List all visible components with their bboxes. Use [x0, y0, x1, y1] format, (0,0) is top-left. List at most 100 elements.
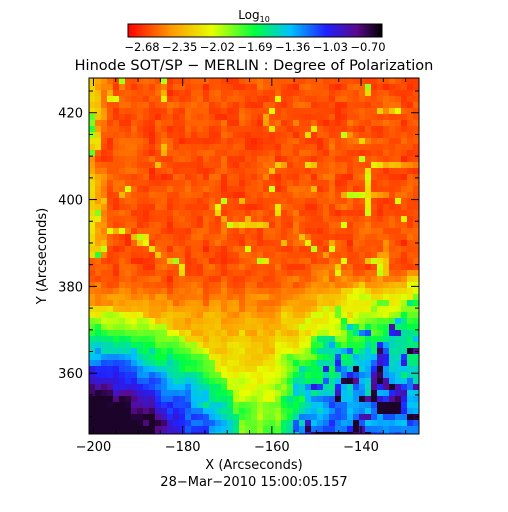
heatmap-cell: [143, 120, 150, 127]
heatmap-cell: [197, 378, 204, 385]
heatmap-cell: [311, 234, 318, 241]
heatmap-cell: [143, 276, 150, 283]
heatmap-cell: [203, 234, 210, 241]
heatmap-cell: [89, 312, 96, 319]
heatmap-cell: [125, 162, 132, 169]
heatmap-cell: [119, 276, 126, 283]
heatmap-cell: [119, 114, 126, 121]
heatmap-cell: [185, 174, 192, 181]
heatmap-cell: [221, 126, 228, 133]
heatmap-cell: [89, 180, 96, 187]
heatmap-cell: [317, 90, 324, 97]
heatmap-cell: [143, 132, 150, 139]
heatmap-cell: [107, 348, 114, 355]
heatmap-cell: [371, 138, 378, 145]
heatmap-cell: [173, 240, 180, 247]
heatmap-cell: [185, 102, 192, 109]
heatmap-cell: [101, 96, 108, 103]
heatmap-cell: [269, 396, 276, 403]
heatmap-cell: [269, 132, 276, 139]
heatmap-cell: [95, 402, 102, 409]
heatmap-cell: [251, 306, 258, 313]
heatmap-cell: [359, 102, 366, 109]
heatmap-cell: [131, 210, 138, 217]
heatmap-cell: [95, 312, 102, 319]
heatmap-cell: [107, 318, 114, 325]
heatmap-cell: [107, 264, 114, 271]
heatmap-cell: [125, 144, 132, 151]
heatmap-cell: [359, 198, 366, 205]
heatmap-cell: [269, 144, 276, 151]
heatmap-cell: [401, 402, 408, 409]
heatmap-cell: [149, 414, 156, 421]
heatmap-cell: [107, 162, 114, 169]
heatmap-cell: [95, 150, 102, 157]
heatmap-cell: [341, 366, 348, 373]
heatmap-cell: [377, 348, 384, 355]
heatmap-cell: [359, 312, 366, 319]
heatmap-cell: [413, 324, 419, 331]
heatmap-cell: [197, 96, 204, 103]
heatmap-cell: [95, 348, 102, 355]
heatmap-cell: [143, 150, 150, 157]
heatmap-cell: [245, 384, 252, 391]
heatmap-cell: [125, 120, 132, 127]
heatmap-cell: [131, 222, 138, 229]
heatmap-cell: [293, 294, 300, 301]
heatmap-cell: [131, 246, 138, 253]
heatmap-cell: [383, 312, 390, 319]
heatmap-cell: [311, 408, 318, 415]
heatmap-cell: [155, 234, 162, 241]
heatmap-cell: [95, 330, 102, 337]
heatmap-cell: [167, 294, 174, 301]
heatmap-cell: [221, 180, 228, 187]
heatmap-cell: [389, 390, 396, 397]
heatmap-cell: [149, 150, 156, 157]
heatmap-cell: [257, 222, 264, 229]
heatmap-cell: [131, 252, 138, 259]
heatmap-cell: [359, 300, 366, 307]
heatmap-cell: [101, 378, 108, 385]
heatmap-cell: [377, 324, 384, 331]
heatmap-cell: [227, 240, 234, 247]
heatmap-cell: [215, 372, 222, 379]
heatmap-cell: [371, 180, 378, 187]
heatmap-cell: [281, 258, 288, 265]
heatmap-cell: [239, 402, 246, 409]
heatmap-cell: [269, 168, 276, 175]
heatmap-cell: [167, 378, 174, 385]
heatmap-cell: [221, 90, 228, 97]
heatmap-cell: [245, 240, 252, 247]
heatmap-cell: [101, 390, 108, 397]
heatmap-cell: [263, 414, 270, 421]
heatmap-cell: [185, 144, 192, 151]
heatmap-cell: [131, 96, 138, 103]
heatmap-cell: [251, 150, 258, 157]
heatmap-cell: [395, 312, 402, 319]
heatmap-cell: [281, 414, 288, 421]
heatmap-cell: [227, 348, 234, 355]
heatmap-cell: [239, 114, 246, 121]
heatmap-cell: [287, 210, 294, 217]
heatmap-cell: [407, 378, 414, 385]
heatmap-cell: [275, 186, 282, 193]
heatmap-cell: [353, 264, 360, 271]
heatmap-cell: [245, 300, 252, 307]
heatmap-cell: [347, 156, 354, 163]
heatmap-cell: [191, 426, 198, 433]
heatmap-cell: [137, 312, 144, 319]
heatmap-cell: [119, 396, 126, 403]
heatmap-cell: [185, 198, 192, 205]
heatmap-cell: [311, 174, 318, 181]
heatmap-cell: [317, 318, 324, 325]
heatmap-cell: [89, 378, 96, 385]
heatmap-cell: [359, 168, 366, 175]
heatmap-cell: [263, 210, 270, 217]
heatmap-cell: [305, 108, 312, 115]
heatmap-cell: [233, 192, 240, 199]
heatmap-cell: [269, 312, 276, 319]
heatmap-cell: [347, 282, 354, 289]
heatmap-cell: [143, 144, 150, 151]
heatmap-cell: [119, 162, 126, 169]
heatmap-cell: [251, 414, 258, 421]
